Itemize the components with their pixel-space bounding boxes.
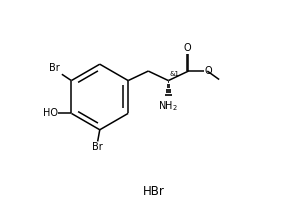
Text: HBr: HBr	[143, 185, 165, 198]
Text: O: O	[205, 66, 212, 76]
Text: Br: Br	[92, 142, 103, 153]
Text: NH$_2$: NH$_2$	[158, 99, 178, 113]
Text: HO: HO	[43, 108, 58, 118]
Text: &1: &1	[170, 71, 179, 77]
Text: O: O	[184, 43, 191, 53]
Text: Br: Br	[49, 63, 60, 73]
